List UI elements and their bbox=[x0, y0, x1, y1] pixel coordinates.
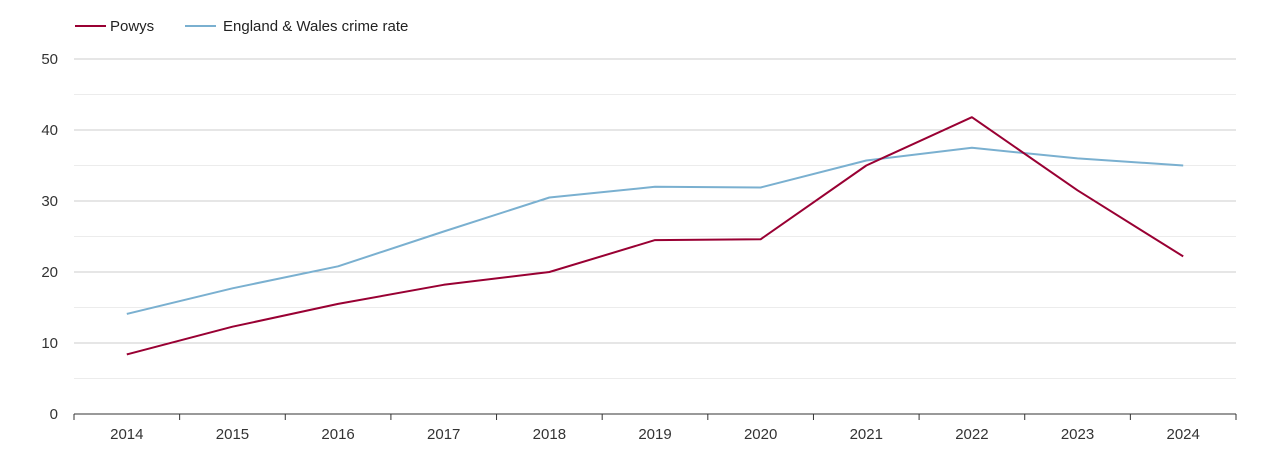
y-tick-label: 0 bbox=[50, 406, 58, 423]
x-tick-label: 2023 bbox=[1061, 426, 1094, 443]
x-tick-label: 2016 bbox=[321, 426, 354, 443]
y-tick-label: 50 bbox=[41, 51, 58, 68]
x-tick-label: 2015 bbox=[216, 426, 249, 443]
legend: Powys England & Wales crime rate bbox=[75, 18, 408, 35]
x-tick-label: 2024 bbox=[1166, 426, 1199, 443]
x-tick-label: 2020 bbox=[744, 426, 777, 443]
y-tick-label: 30 bbox=[41, 193, 58, 210]
x-tick-label: 2017 bbox=[427, 426, 460, 443]
axes: 0 10 20 30 40 50 2014 2015 2016 2017 2018 2019 2020 2… bbox=[41, 51, 1237, 443]
legend-label: England & Wales crime rate bbox=[223, 18, 408, 35]
gridlines bbox=[74, 58, 1236, 379]
x-tick-label: 2022 bbox=[955, 426, 988, 443]
y-tick-label: 40 bbox=[41, 122, 58, 139]
x-tick-label: 2019 bbox=[638, 426, 671, 443]
x-tick-label: 2018 bbox=[533, 426, 566, 443]
legend-label: Powys bbox=[110, 18, 154, 35]
series-lines bbox=[126, 116, 1184, 356]
series-line-1 bbox=[126, 146, 1184, 315]
y-tick-label: 10 bbox=[41, 335, 58, 352]
y-tick-label: 20 bbox=[41, 264, 58, 281]
x-tick-label: 2014 bbox=[110, 426, 143, 443]
x-tick-label: 2021 bbox=[850, 426, 883, 443]
series-line-0 bbox=[126, 116, 1184, 356]
